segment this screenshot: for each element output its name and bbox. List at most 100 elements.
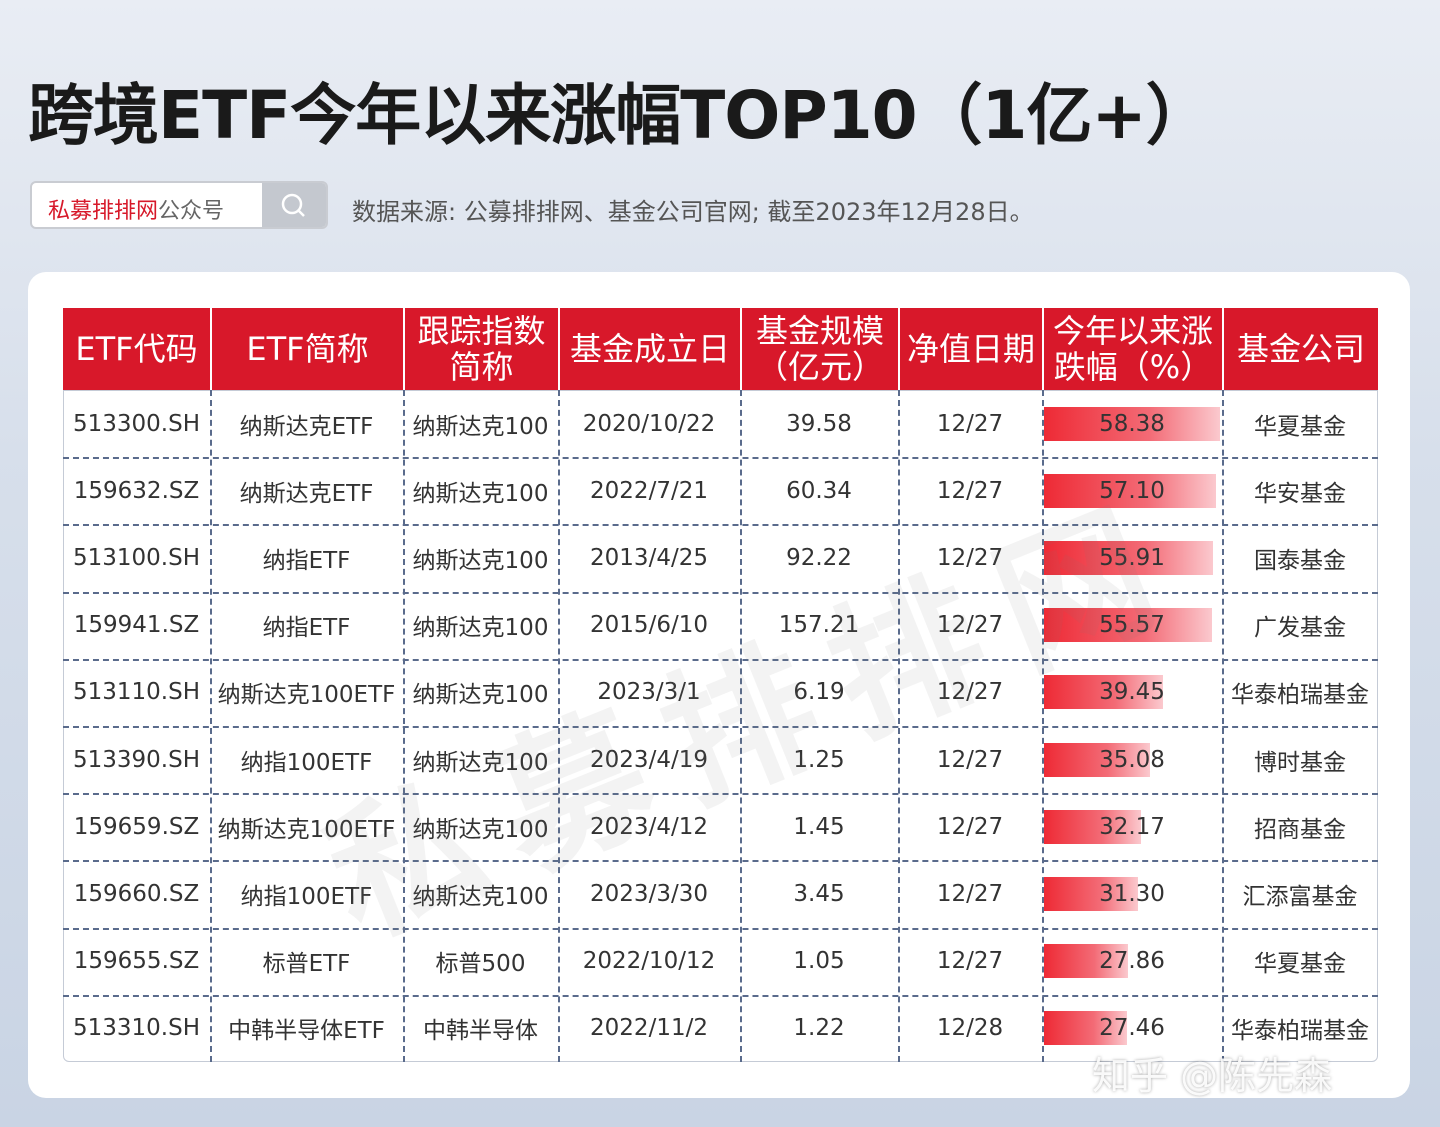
- brand: 私募排排网: [48, 199, 159, 224]
- row-divider: [63, 591, 1378, 594]
- table-cell: 国泰基金: [1254, 547, 1346, 574]
- table-cell: 2015/6/10: [590, 612, 708, 639]
- data-bar: [1044, 944, 1128, 979]
- table-cell: 华泰柏瑞基金: [1231, 682, 1369, 709]
- header-cell: ETF代码: [63, 308, 210, 390]
- table-cell: 汇添富基金: [1242, 883, 1358, 910]
- table-cell: 12/27: [936, 410, 1004, 437]
- column-divider: [403, 390, 405, 1062]
- header-cell: 跟踪指数简称: [403, 308, 558, 390]
- table-cell: 39.45: [1099, 679, 1165, 706]
- table-cell: 纳指ETF: [262, 615, 351, 642]
- table-cell: 纳斯达克ETF: [239, 480, 374, 507]
- table-cell: 2023/3/30: [590, 880, 708, 907]
- table-cell: 31.30: [1099, 880, 1165, 907]
- table-cell: 55.57: [1099, 612, 1165, 639]
- table-cell: 中韩半导体: [423, 1018, 538, 1045]
- table-cell: 513300.SH: [72, 410, 200, 437]
- table-cell: 157.21: [778, 612, 860, 639]
- header-cell: 净值日期: [898, 308, 1042, 390]
- data-bar: [1044, 809, 1141, 844]
- data-bar: [1044, 473, 1217, 508]
- table-cell: 纳斯达克100ETF: [217, 816, 396, 843]
- table-cell: 513310.SH: [72, 1015, 200, 1042]
- row-divider: [63, 994, 1378, 997]
- search-icon: [281, 193, 305, 217]
- table-cell: 60.34: [786, 477, 852, 504]
- data-bar: [1044, 877, 1139, 911]
- table-cell: 1.22: [793, 1015, 845, 1042]
- table-cell: 58.38: [1099, 410, 1165, 437]
- table-cell: 1.25: [793, 746, 845, 773]
- table-cell: 招商基金: [1254, 816, 1346, 843]
- table-cell: 159659.SZ: [73, 813, 200, 840]
- table-cell: 12/27: [936, 477, 1004, 504]
- row-divider: [63, 860, 1378, 863]
- table-cell: 纳斯达克100: [412, 682, 549, 709]
- table-cell: 纳斯达克ETF: [239, 413, 374, 440]
- column-divider: [1222, 390, 1224, 1062]
- search-button[interactable]: [262, 183, 326, 227]
- table-cell: 55.91: [1099, 544, 1165, 571]
- table-cell: 2023/3/1: [597, 679, 701, 706]
- table-cell: 纳斯达克100: [412, 816, 549, 843]
- table-cell: 标普500: [435, 951, 526, 978]
- data-bar: [1044, 406, 1220, 441]
- table-cell: 1.45: [793, 813, 845, 840]
- column-divider: [558, 390, 560, 1062]
- table-cell: 159632.SZ: [73, 477, 200, 504]
- table-cell: 中韩半导体ETF: [228, 1018, 385, 1045]
- table-cell: 纳斯达克100: [412, 547, 549, 574]
- table-cell: 华安基金: [1254, 480, 1346, 507]
- brand-suffix: 公众号: [158, 199, 225, 224]
- credit: 知乎 @陈先森: [1092, 1054, 1333, 1098]
- row-divider: [63, 658, 1378, 661]
- column-divider: [1042, 390, 1044, 1062]
- table-cell: 12/27: [936, 880, 1004, 907]
- table-cell: 2023/4/19: [590, 746, 708, 773]
- table-cell: 39.58: [786, 410, 852, 437]
- table-cell: 纳斯达克100ETF: [217, 682, 396, 709]
- table-cell: 纳斯达克100: [412, 883, 549, 910]
- table-cell: 纳指ETF: [262, 547, 351, 574]
- table-cell: 纳指100ETF: [240, 749, 373, 776]
- table-cell: 1.05: [793, 948, 845, 975]
- header-cell: 基金成立日: [558, 308, 740, 390]
- row-divider: [63, 927, 1378, 930]
- table-cell: 纳斯达克100: [412, 615, 549, 642]
- search-text: 私募排排网公众号: [48, 193, 224, 225]
- table-cell: 6.19: [793, 679, 845, 706]
- table-cell: 57.10: [1099, 477, 1165, 504]
- source-note: 数据来源: 公募排排网、基金公司官网; 截至2023年12月28日。: [352, 198, 1034, 226]
- data-bar: [1044, 541, 1213, 575]
- table-cell: 2022/11/2: [590, 1015, 708, 1042]
- table-cell: 纳斯达克100: [412, 480, 549, 507]
- column-divider: [210, 390, 212, 1062]
- table-cell: 华夏基金: [1254, 413, 1346, 440]
- table-cell: 博时基金: [1254, 749, 1346, 776]
- table-cell: 92.22: [786, 544, 852, 571]
- table-cell: 2022/7/21: [590, 477, 708, 504]
- table-cell: 3.45: [793, 880, 845, 907]
- table-cell: 纳斯达克100: [412, 749, 549, 776]
- table-cell: 32.17: [1099, 813, 1165, 840]
- table-cell: 广发基金: [1254, 615, 1346, 642]
- table-cell: 纳斯达克100: [412, 413, 549, 440]
- data-bar: [1044, 742, 1150, 777]
- search-box[interactable]: 私募排排网公众号: [30, 181, 328, 229]
- table-cell: 12/27: [936, 544, 1004, 571]
- table-cell: 2020/10/22: [582, 410, 716, 437]
- title: 跨境ETF今年以来涨幅TOP10（1亿+）: [28, 77, 1212, 154]
- column-divider: [898, 390, 900, 1062]
- table-cell: 27.86: [1099, 948, 1165, 975]
- data-bar: [1044, 1011, 1127, 1046]
- table-cell: 513390.SH: [72, 746, 200, 773]
- table-cell: 12/27: [936, 679, 1004, 706]
- table-cell: 12/27: [936, 612, 1004, 639]
- table-cell: 12/28: [936, 1015, 1004, 1042]
- table-cell: 标普ETF: [262, 951, 351, 978]
- table-cell: 27.46: [1099, 1015, 1165, 1042]
- row-divider: [63, 726, 1378, 728]
- table-cell: 华夏基金: [1254, 951, 1346, 978]
